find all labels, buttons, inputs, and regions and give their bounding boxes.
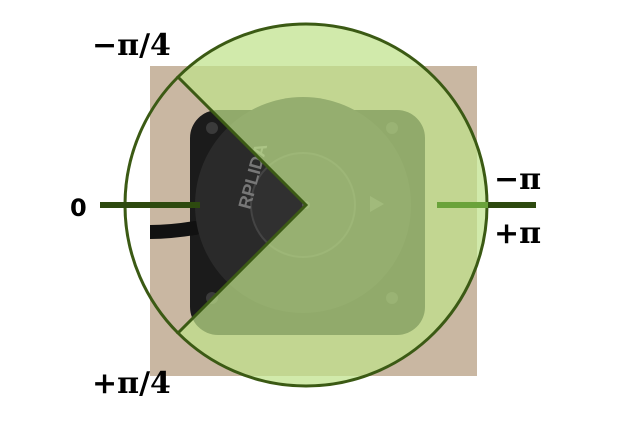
label-pos-pi: +π [494,216,542,251]
label-neg-pi: −π [494,162,542,197]
screw-top-left [206,122,218,134]
label-zero: 0 [70,194,87,222]
label-neg-quarter-pi: −π/4 [92,28,171,63]
lidar-cable [150,221,202,239]
label-pos-quarter-pi: +π/4 [92,366,171,401]
